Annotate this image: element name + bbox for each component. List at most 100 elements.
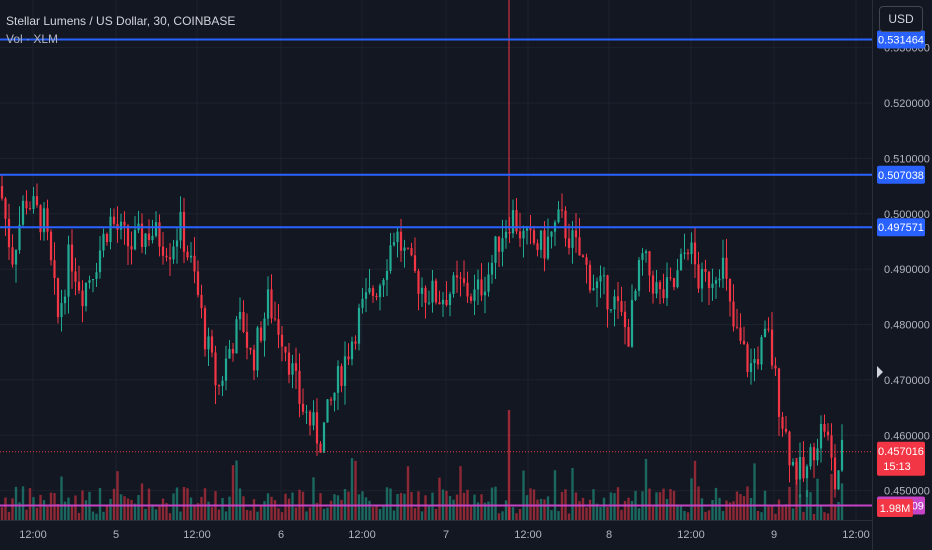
candle [672,277,676,291]
candle-body [417,271,420,294]
candle [126,224,130,266]
candle [777,367,781,436]
volume-bar [469,505,473,520]
volume-bar [543,499,546,520]
candle-body [277,319,280,335]
candle-body [224,358,228,381]
volume-bar [140,483,144,520]
candle [182,197,186,264]
volume-bar [14,486,18,520]
volume-bar [823,512,826,520]
candle-body [245,331,249,348]
candle [347,343,350,365]
candle-body [88,280,91,283]
candle-body [77,281,81,291]
candle-body [753,359,756,364]
volume-bar [550,510,553,520]
volume-bar [364,497,368,520]
candle-body [312,412,315,426]
candle-body [319,443,322,453]
volume-bar [165,503,168,520]
candle [746,341,749,378]
candle-body [336,366,340,393]
candle [728,278,732,317]
candle [74,257,77,296]
candle-body [543,230,546,259]
time-tick-label: 7 [443,529,449,541]
candle-body [798,456,802,480]
candle-body [130,246,133,250]
volume-bar [518,509,522,520]
volume-bar [147,488,151,520]
price-axis[interactable]: 0.5300000.5200000.5100000.5000000.490000… [872,0,930,550]
candle [816,438,819,466]
volume-bar [760,512,763,520]
candle [539,230,543,258]
candle [312,400,315,431]
candle-body [0,186,4,199]
candle [280,325,284,362]
volume-spike [507,410,511,520]
volume-bar [273,500,277,520]
volume-bar [126,498,130,520]
volume-bar [371,506,375,520]
volume-bar [312,477,315,520]
candle-body [585,257,588,265]
volume-bar [795,457,798,520]
volume-bar [203,488,207,520]
candle [291,354,294,389]
countdown-label: 15:13 [883,461,911,473]
horizontal-price-lines[interactable] [0,38,872,507]
candle [371,285,375,303]
volume-bar [193,504,196,520]
candle-body [651,275,655,294]
candle [662,273,665,304]
candle [354,335,357,350]
volume-bar [707,510,711,520]
currency-button[interactable]: USD [879,6,923,32]
candle [424,285,427,319]
volume-bar [588,499,592,520]
candle-body [308,411,312,426]
volume-bar [378,509,382,520]
candle [389,233,392,274]
candle [739,313,742,345]
candle-body [788,431,791,466]
candle-body [298,370,301,404]
volume-bar [95,513,98,520]
candle-body [228,348,231,359]
candle [655,269,658,299]
candle-body [746,344,749,372]
candle-body [714,280,718,284]
candle-body [609,309,613,311]
candle-body [592,288,595,291]
candle [627,318,630,347]
volume-bar [354,460,357,520]
candle [585,253,588,284]
candle-body [539,230,543,250]
candle-body [613,296,616,310]
symbol-title[interactable]: Stellar Lumens / US Dollar, 30, COINBASE [6,14,236,28]
volume-bar [151,504,154,520]
volume-bar [105,505,109,520]
candle-body [273,318,277,320]
candle [224,345,228,391]
candle [0,175,4,201]
volume-bar [238,488,242,520]
volume-bar [39,494,42,520]
volume-bar [406,466,410,520]
candle [305,404,308,424]
candle [11,234,14,268]
candle [210,329,214,358]
volume-indicator-label[interactable]: Vol · XLM [6,32,59,46]
volume-bar [683,510,686,520]
time-axis[interactable]: 12:00 5 12:00 6 12:00 7 12:00 8 12:00 9 12:00 [0,520,872,542]
volume-bar [343,488,347,520]
volume-bar [119,494,123,520]
candle-body [74,271,77,282]
candle-body [767,328,770,330]
candle [515,198,518,235]
candle [819,415,823,463]
candle [497,236,501,268]
